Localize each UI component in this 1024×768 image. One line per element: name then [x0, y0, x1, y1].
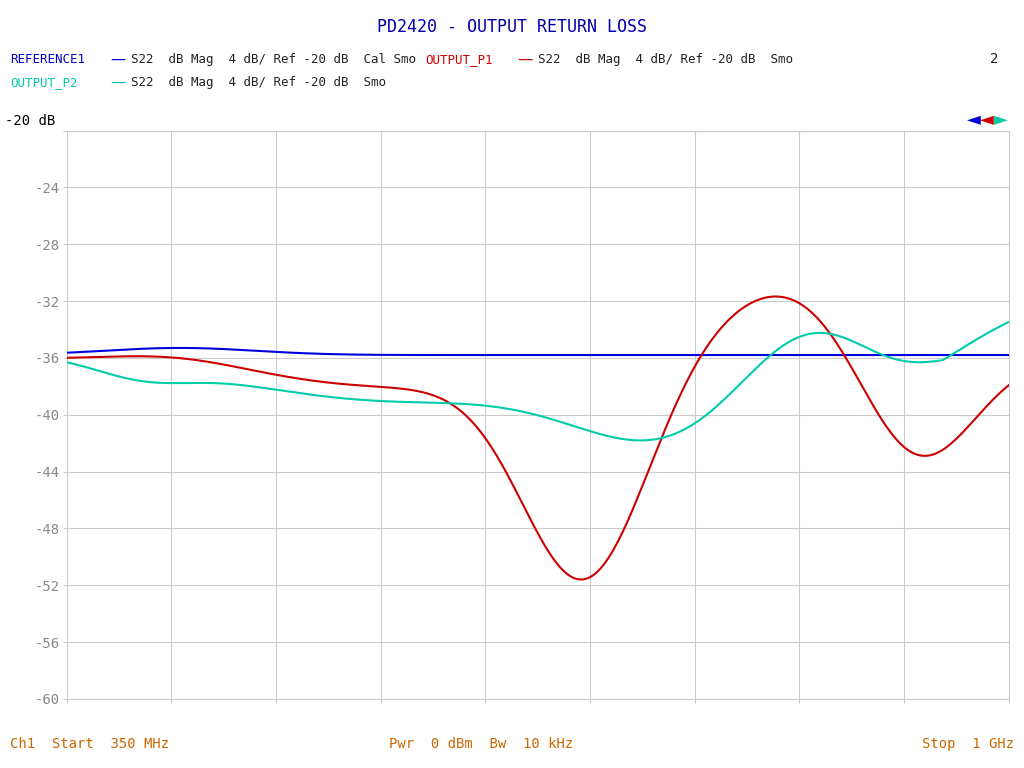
Text: PD2420 - OUTPUT RETURN LOSS: PD2420 - OUTPUT RETURN LOSS — [377, 18, 647, 36]
Text: ◄: ◄ — [980, 110, 994, 128]
Text: S22  dB Mag  4 dB/ Ref -20 dB  Smo: S22 dB Mag 4 dB/ Ref -20 dB Smo — [538, 53, 793, 65]
Text: S22  dB Mag  4 dB/ Ref -20 dB  Smo: S22 dB Mag 4 dB/ Ref -20 dB Smo — [131, 76, 386, 88]
Text: Stop  1 GHz: Stop 1 GHz — [922, 737, 1014, 751]
Text: ►: ► — [993, 110, 1008, 128]
Text: Ch1  Start  350 MHz: Ch1 Start 350 MHz — [10, 737, 169, 751]
Text: S22  dB Mag  4 dB/ Ref -20 dB  Cal Smo: S22 dB Mag 4 dB/ Ref -20 dB Cal Smo — [131, 53, 416, 65]
Text: 2: 2 — [990, 52, 998, 66]
Text: -20 dB: -20 dB — [5, 114, 55, 127]
Text: OUTPUT_P1: OUTPUT_P1 — [425, 53, 493, 65]
Text: ◄: ◄ — [967, 110, 981, 128]
Text: —: — — [111, 51, 126, 67]
Text: REFERENCE1: REFERENCE1 — [10, 53, 85, 65]
Text: Pwr  0 dBm  Bw  10 kHz: Pwr 0 dBm Bw 10 kHz — [389, 737, 573, 751]
Text: —: — — [111, 74, 126, 90]
Text: —: — — [517, 51, 532, 67]
Text: OUTPUT_P2: OUTPUT_P2 — [10, 76, 78, 88]
